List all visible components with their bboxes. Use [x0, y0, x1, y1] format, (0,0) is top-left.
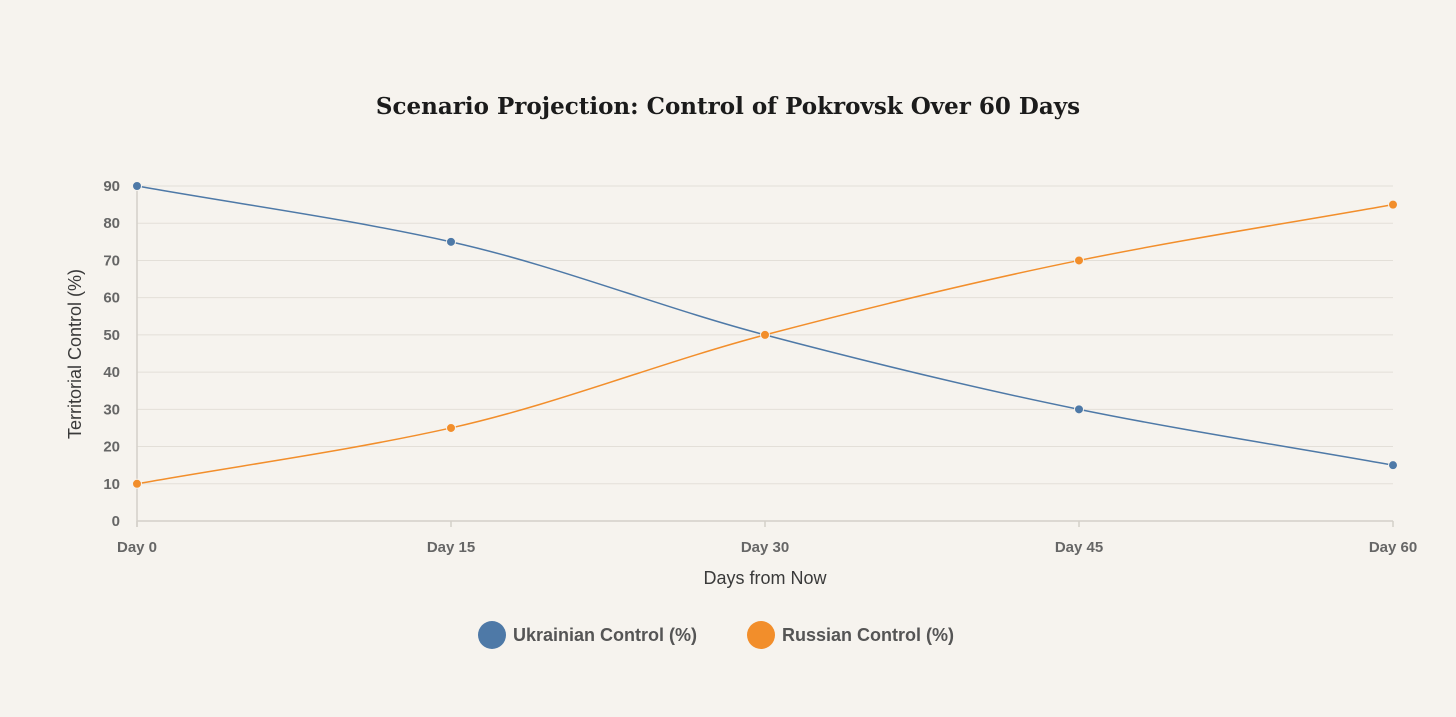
- x-tick-label: Day 0: [117, 539, 157, 556]
- y-tick-label: 20: [103, 439, 120, 456]
- legend-swatch-russian: [747, 621, 775, 649]
- legend-item-russian[interactable]: Russian Control (%): [747, 621, 954, 649]
- y-tick-label: 50: [103, 327, 120, 344]
- y-axis-label: Territorial Control (%): [65, 269, 85, 439]
- y-tick-label: 0: [112, 513, 120, 530]
- legend-swatch-ukrainian: [478, 621, 506, 649]
- data-point-ukrainian[interactable]: [1388, 460, 1398, 471]
- y-axis-ticks: 0 10 20 30 40 50 60 70 80 90: [103, 178, 120, 530]
- data-point-russian[interactable]: [1074, 255, 1084, 266]
- x-tick-label: Day 15: [427, 539, 475, 556]
- legend-label-ukrainian: Ukrainian Control (%): [513, 625, 697, 645]
- legend-item-ukrainian[interactable]: Ukrainian Control (%): [478, 621, 697, 649]
- y-tick-label: 70: [103, 252, 120, 269]
- x-tick-label: Day 45: [1055, 539, 1103, 556]
- series-line-russian: [136, 203, 1394, 485]
- legend-label-russian: Russian Control (%): [782, 625, 954, 645]
- series-line-ukrainian: [136, 185, 1394, 466]
- x-tick-label: Day 30: [741, 539, 789, 556]
- data-point-ukrainian[interactable]: [446, 236, 456, 247]
- data-point-russian[interactable]: [132, 478, 142, 489]
- data-point-russian[interactable]: [1388, 199, 1398, 210]
- y-tick-label: 10: [103, 476, 120, 493]
- legend[interactable]: Ukrainian Control (%) Russian Control (%): [478, 621, 954, 649]
- y-tick-label: 80: [103, 215, 120, 232]
- data-point-russian[interactable]: [446, 422, 456, 433]
- data-point-russian[interactable]: [760, 329, 770, 340]
- chart-title: Scenario Projection: Control of Pokrovsk…: [376, 93, 1080, 120]
- y-tick-label: 40: [103, 364, 120, 381]
- y-tick-label: 30: [103, 401, 120, 418]
- y-tick-label: 60: [103, 290, 120, 307]
- x-tick-label: Day 60: [1369, 539, 1417, 556]
- gridlines: [136, 182, 1393, 527]
- data-point-ukrainian[interactable]: [132, 181, 142, 191]
- x-axis-label: Days from Now: [703, 568, 827, 588]
- x-axis-ticks: Day 0 Day 15 Day 30 Day 45 Day 60: [117, 521, 1417, 556]
- series-lines: [132, 181, 1398, 489]
- y-tick-label: 90: [103, 178, 120, 195]
- data-point-ukrainian[interactable]: [1074, 404, 1084, 415]
